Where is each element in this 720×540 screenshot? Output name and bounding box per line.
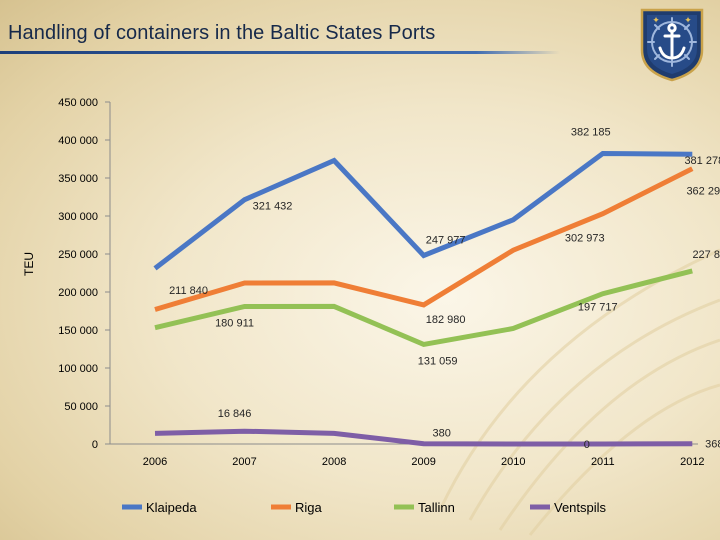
data-label: 197 717 [578, 302, 618, 314]
data-label: 368 [705, 439, 720, 451]
x-tick-label: 2009 [411, 456, 435, 468]
data-label: 247 977 [426, 235, 466, 247]
y-tick-label: 300 000 [58, 211, 98, 223]
chart-legend: Klaipeda Riga Tallinn Ventspils [122, 500, 607, 515]
data-label: 182 980 [426, 314, 466, 326]
legend-item-tallinn: Tallinn [394, 500, 455, 515]
y-tick-label: 350 000 [58, 173, 98, 185]
data-label: 227 809 [692, 249, 720, 261]
legend-label: Tallinn [418, 500, 455, 515]
x-tick-label: 2007 [232, 456, 256, 468]
x-tick-label: 2011 [591, 456, 615, 468]
svg-text:✦: ✦ [652, 15, 660, 25]
data-label: 380 [432, 428, 450, 440]
y-axis: 0 50 000 100 000 150 000 200 000 250 000 300 0… [58, 97, 111, 451]
x-axis: 2006 2007 2008 2009 2010 2011 2012 [110, 443, 705, 468]
slide-title: Handling of containers in the Baltic Sta… [8, 22, 436, 44]
y-tick-label: 450 000 [58, 97, 98, 109]
background-swirl [438, 248, 720, 536]
data-label: 362 297 [686, 186, 720, 198]
data-label: 382 185 [571, 127, 611, 139]
data-label: 131 059 [418, 355, 458, 367]
y-tick-label: 250 000 [58, 249, 98, 261]
legend-label: Ventspils [554, 500, 607, 515]
x-tick-label: 2010 [501, 456, 525, 468]
legend-item-ventspils: Ventspils [530, 500, 607, 515]
y-tick-label: 50 000 [64, 401, 98, 413]
series-line-ventspils [154, 428, 693, 447]
x-tick-label: 2008 [322, 456, 346, 468]
data-label: 0 [584, 439, 590, 451]
y-tick-label: 200 000 [58, 287, 98, 299]
y-tick-label: 0 [92, 439, 98, 451]
data-label: 16 846 [218, 408, 252, 420]
y-tick-label: 400 000 [58, 135, 98, 147]
anchor-wheel-emblem-icon: ✦ ✦ [640, 8, 704, 82]
data-labels: 382 185 381 278 362 297 321 432 247 977 302 9… [169, 127, 720, 451]
x-tick-label: 2012 [680, 456, 704, 468]
legend-item-riga: Riga [271, 500, 323, 515]
series-line-riga [154, 166, 694, 312]
data-label: 302 973 [565, 233, 605, 245]
data-label: 381 278 [684, 155, 720, 167]
x-tick-label: 2006 [143, 456, 167, 468]
data-label: 321 432 [253, 201, 293, 213]
data-label: 180 911 [215, 318, 254, 330]
y-tick-label: 150 000 [58, 325, 98, 337]
legend-label: Klaipeda [146, 500, 197, 515]
title-underline [0, 51, 560, 54]
legend-label: Riga [295, 500, 323, 515]
series-lines [153, 150, 694, 447]
y-axis-title: TEU [22, 252, 36, 276]
data-label: 211 840 [169, 285, 208, 297]
series-line-tallinn [154, 268, 693, 347]
legend-item-klaipeda: Klaipeda [122, 500, 197, 515]
svg-text:✦: ✦ [684, 15, 692, 25]
series-line-klaipeda [153, 150, 693, 271]
y-tick-label: 100 000 [58, 363, 98, 375]
